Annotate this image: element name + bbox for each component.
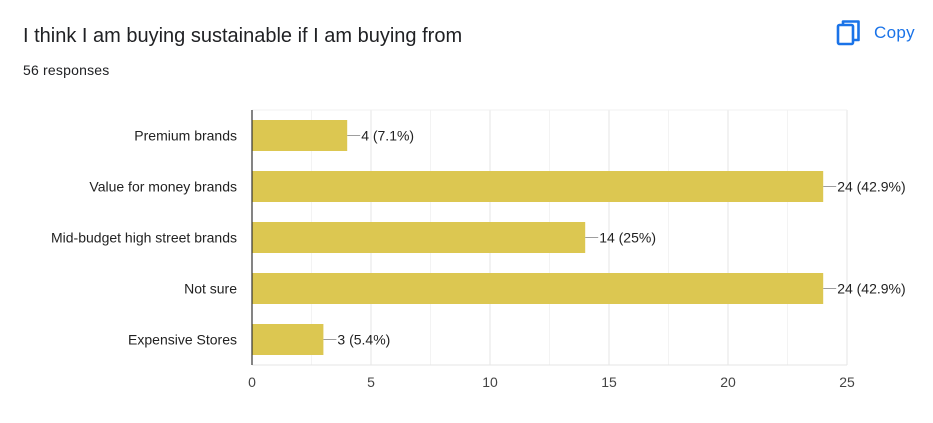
data-label: 3 (5.4%) (337, 332, 390, 348)
bar (252, 171, 824, 202)
category-label: Mid-budget high street brands (51, 230, 237, 246)
category-label: Value for money brands (89, 179, 237, 195)
category-label: Expensive Stores (128, 332, 237, 348)
copy-label: Copy (874, 23, 915, 42)
x-tick-label: 20 (720, 374, 736, 390)
data-label: 24 (42.9%) (837, 281, 905, 297)
data-label: 14 (25%) (599, 230, 656, 246)
chart-title: I think I am buying sustainable if I am … (23, 25, 463, 47)
x-tick-label: 10 (482, 374, 498, 390)
x-tick-label: 25 (839, 374, 855, 390)
copy-button[interactable]: Copy (832, 16, 919, 50)
bar (252, 222, 586, 253)
copy-icon (836, 19, 862, 47)
bar (252, 324, 324, 355)
bar (252, 120, 348, 151)
data-label: 24 (42.9%) (837, 179, 905, 195)
data-label: 4 (7.1%) (361, 128, 414, 144)
x-tick-label: 5 (367, 374, 375, 390)
bar (252, 273, 824, 304)
category-label: Premium brands (134, 128, 237, 144)
category-label: Not sure (184, 281, 237, 297)
x-tick-label: 15 (601, 374, 617, 390)
response-count: 56 responses (23, 62, 110, 78)
x-tick-label: 0 (248, 374, 256, 390)
